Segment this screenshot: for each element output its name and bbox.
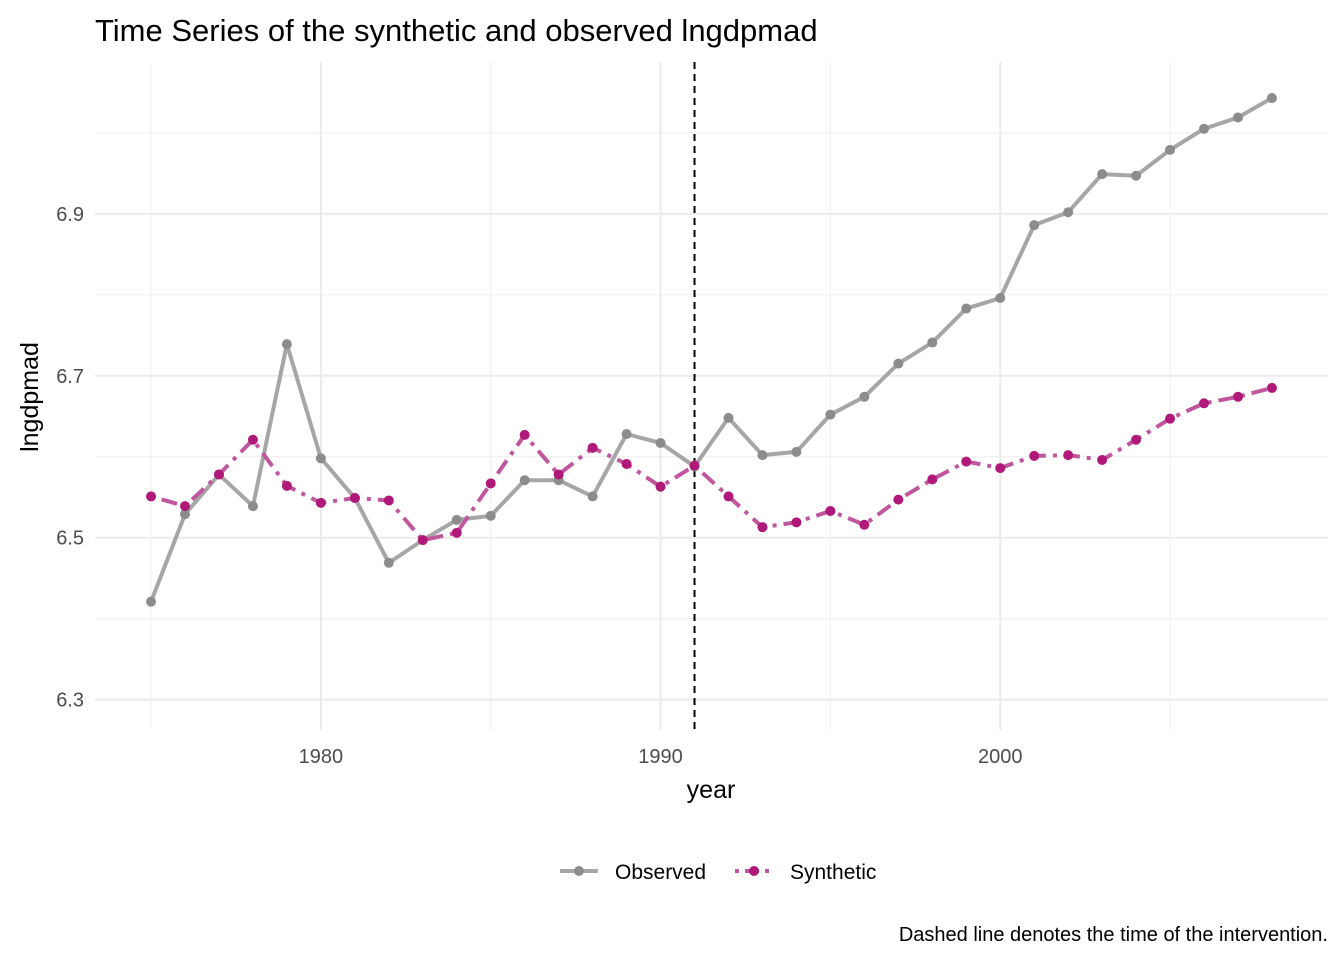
data-point-synthetic — [146, 491, 157, 502]
data-point-synthetic — [689, 460, 700, 471]
series-points — [146, 93, 1277, 607]
legend: Observed Synthetic — [560, 861, 876, 884]
data-point-observed — [1063, 207, 1074, 218]
y-tick-label: 6.5 — [56, 528, 84, 550]
y-axis-title: lngdpmad — [16, 342, 44, 452]
data-point-observed — [1199, 123, 1210, 134]
data-point-observed — [621, 429, 632, 440]
y-tick-label: 6.3 — [56, 690, 84, 712]
data-point-observed — [1266, 93, 1277, 104]
data-point-observed — [315, 453, 326, 464]
data-point-synthetic — [180, 501, 191, 512]
data-point-synthetic — [417, 535, 428, 546]
data-point-synthetic — [859, 519, 870, 530]
data-point-synthetic — [383, 495, 394, 506]
x-axis-title: year — [687, 776, 736, 804]
series-line-synthetic — [150, 385, 1273, 543]
data-point-observed — [519, 475, 530, 486]
data-point-synthetic — [247, 434, 258, 445]
data-point-observed — [587, 491, 598, 502]
data-point-synthetic — [825, 505, 836, 516]
data-point-observed — [451, 514, 462, 525]
data-point-synthetic — [961, 456, 972, 467]
data-point-synthetic — [1199, 398, 1210, 409]
data-point-observed — [146, 596, 157, 607]
data-point-synthetic — [791, 517, 802, 528]
data-point-observed — [791, 446, 802, 457]
legend-label-observed: Observed — [615, 861, 706, 884]
data-point-observed — [1131, 170, 1142, 181]
data-point-observed — [281, 339, 292, 350]
y-tick-label: 6.9 — [56, 204, 84, 226]
data-point-synthetic — [485, 478, 496, 489]
data-point-observed — [893, 358, 904, 369]
data-point-synthetic — [927, 474, 938, 485]
data-point-synthetic — [451, 527, 462, 538]
data-point-observed — [859, 391, 870, 402]
data-point-observed — [1097, 169, 1108, 180]
data-point-observed — [825, 409, 836, 420]
legend-key-point-observed — [574, 866, 584, 876]
legend-key-point-synthetic — [749, 866, 759, 876]
data-point-synthetic — [1063, 450, 1074, 461]
data-point-synthetic — [1165, 413, 1176, 424]
x-tick-label: 1980 — [299, 746, 344, 768]
caption: Dashed line denotes the time of the inte… — [899, 924, 1328, 946]
data-point-synthetic — [1097, 454, 1108, 465]
data-point-observed — [757, 450, 768, 461]
data-point-observed — [1029, 220, 1040, 231]
data-point-synthetic — [893, 494, 904, 505]
data-point-observed — [655, 437, 666, 448]
data-point-observed — [961, 303, 972, 314]
data-point-synthetic — [1029, 450, 1040, 461]
data-point-synthetic — [723, 491, 734, 502]
data-point-synthetic — [757, 522, 768, 533]
data-point-observed — [995, 293, 1006, 304]
data-point-observed — [180, 509, 191, 520]
data-point-synthetic — [349, 493, 360, 504]
data-point-synthetic — [213, 469, 224, 480]
data-point-observed — [247, 501, 258, 512]
legend-label-synthetic: Synthetic — [790, 861, 876, 884]
data-point-synthetic — [519, 429, 530, 440]
data-point-synthetic — [315, 497, 326, 508]
x-tick-labels: 1980 1990 2000 — [299, 746, 1023, 768]
data-point-observed — [1165, 144, 1176, 155]
series-line-observed — [149, 96, 1273, 603]
data-point-observed — [1232, 112, 1243, 123]
data-point-synthetic — [1266, 382, 1277, 393]
data-point-observed — [485, 510, 496, 521]
x-tick-label: 2000 — [978, 746, 1023, 768]
data-point-synthetic — [281, 480, 292, 491]
data-point-observed — [927, 337, 938, 348]
data-point-synthetic — [1232, 391, 1243, 402]
data-point-synthetic — [587, 442, 598, 453]
y-tick-labels: 6.3 6.5 6.7 6.9 — [56, 204, 84, 712]
x-tick-label: 1990 — [638, 746, 683, 768]
data-point-synthetic — [995, 463, 1006, 474]
data-point-synthetic — [621, 459, 632, 470]
grid — [95, 62, 1328, 730]
data-point-synthetic — [553, 469, 564, 480]
data-point-observed — [383, 557, 394, 568]
y-tick-label: 6.7 — [56, 366, 84, 388]
data-point-synthetic — [1131, 434, 1142, 445]
series-lines — [149, 96, 1273, 603]
data-point-observed — [723, 412, 734, 423]
chart-title: Time Series of the synthetic and observe… — [95, 13, 818, 48]
data-point-synthetic — [655, 481, 666, 492]
